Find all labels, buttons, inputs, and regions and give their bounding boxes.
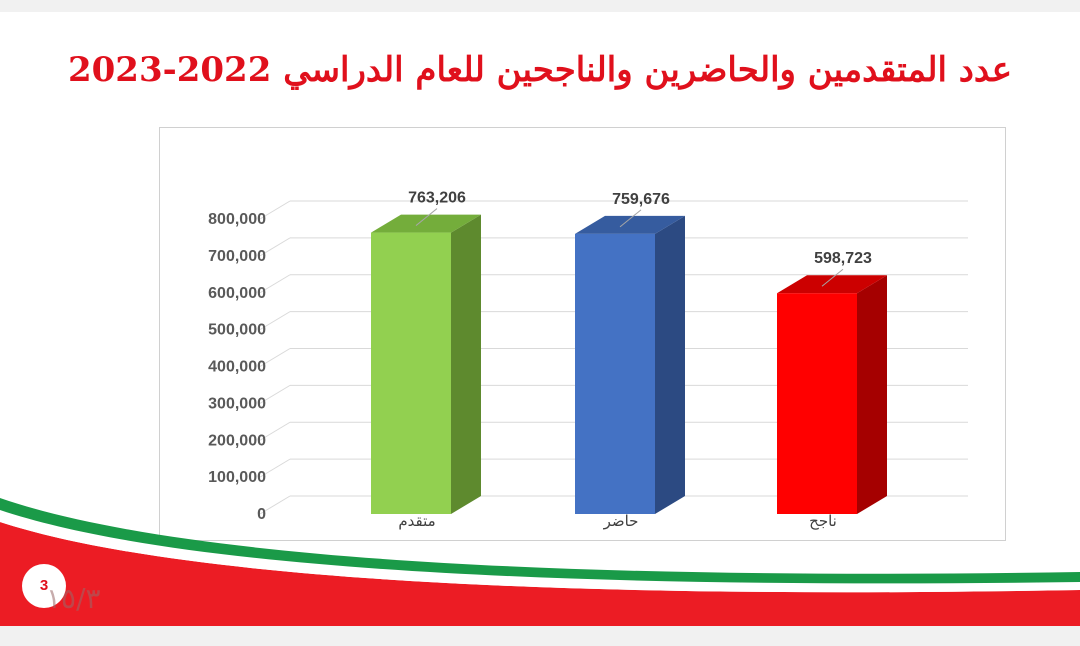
gridline-depth bbox=[259, 458, 291, 478]
gridline-depth bbox=[259, 495, 291, 515]
gridline-depth bbox=[259, 274, 291, 294]
y-tick-label: 800,000 bbox=[208, 211, 266, 228]
chart-area: 0 100,000 200,000 300,000 400,000 500,000 600,… bbox=[159, 127, 1006, 541]
page-number-badge: 3 bbox=[22, 564, 66, 608]
bar-front bbox=[777, 293, 857, 514]
footer-red-band bbox=[0, 522, 1080, 626]
data-label-leader bbox=[415, 208, 438, 226]
gridline-depth bbox=[259, 421, 291, 441]
bar-side bbox=[451, 214, 481, 514]
category-label: ناجح bbox=[809, 512, 837, 530]
y-tick-label: 400,000 bbox=[208, 359, 266, 376]
bar bbox=[371, 214, 481, 514]
slide: عدد المتقدمين والحاضرين والناجحين للعام … bbox=[0, 12, 1080, 626]
gridline-depth bbox=[259, 384, 291, 404]
bar-top bbox=[575, 215, 685, 234]
slide-title: عدد المتقدمين والحاضرين والناجحين للعام … bbox=[67, 50, 1013, 90]
gridline-depth bbox=[259, 348, 291, 367]
footer-swoosh bbox=[0, 498, 1080, 626]
bar-side bbox=[857, 275, 887, 514]
category-label: متقدم bbox=[398, 512, 435, 530]
y-tick-label: 300,000 bbox=[208, 395, 266, 412]
y-tick-label: 0 bbox=[257, 506, 266, 523]
data-label-leader bbox=[821, 268, 844, 287]
category-label: حاضر bbox=[603, 512, 639, 530]
bar-chart: 0 100,000 200,000 300,000 400,000 500,000 600,… bbox=[208, 190, 968, 530]
bar-front bbox=[371, 232, 451, 514]
bar-front bbox=[575, 233, 655, 514]
data-label: 598,723 bbox=[814, 250, 872, 267]
y-tick-label: 500,000 bbox=[208, 322, 266, 339]
bar bbox=[575, 215, 685, 514]
y-tick-label: 100,000 bbox=[208, 469, 266, 486]
y-tick-label: 600,000 bbox=[208, 285, 266, 302]
bar-top bbox=[371, 214, 481, 233]
data-label: 759,676 bbox=[612, 191, 670, 208]
footer-green-stripe bbox=[0, 498, 1080, 584]
footer-white-stripe bbox=[0, 510, 1080, 593]
y-tick-label: 200,000 bbox=[208, 432, 266, 449]
data-label-leader bbox=[619, 209, 642, 228]
page-number-ghost: ١٥/٣ bbox=[46, 582, 101, 615]
bar bbox=[777, 275, 887, 514]
bar-side bbox=[655, 215, 685, 514]
bar-top bbox=[777, 275, 887, 294]
gridline-depth bbox=[259, 311, 291, 331]
y-tick-label: 700,000 bbox=[208, 248, 266, 265]
gridline-depth bbox=[259, 237, 291, 257]
data-label: 763,206 bbox=[408, 190, 466, 207]
gridline-depth bbox=[259, 200, 291, 220]
